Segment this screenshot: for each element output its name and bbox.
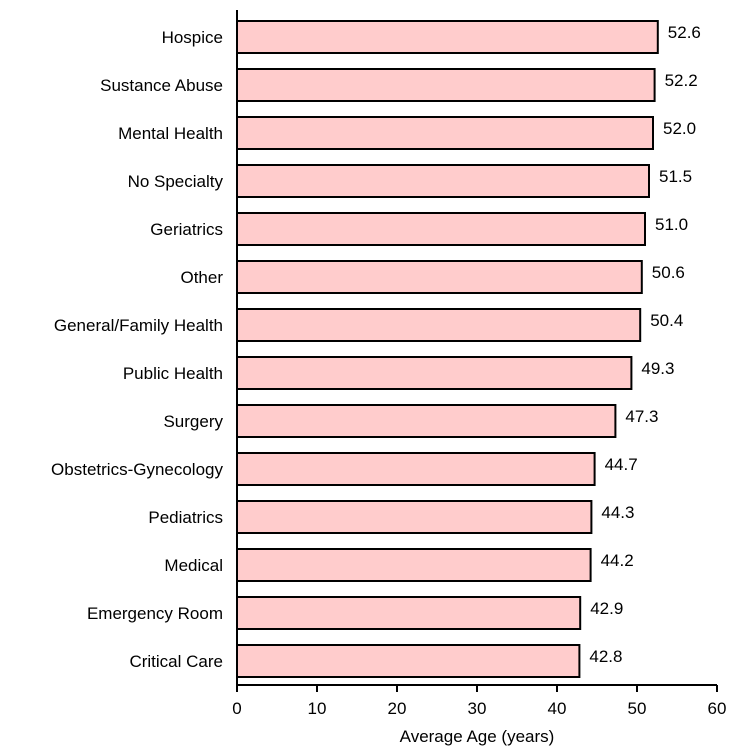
category-label: Hospice [162,28,223,47]
value-label: 49.3 [641,359,674,378]
category-label: Surgery [163,412,223,431]
x-tick-label: 20 [388,699,407,718]
value-label: 50.4 [650,311,683,330]
value-label: 52.0 [663,119,696,138]
bar [236,644,581,678]
value-label: 51.5 [659,167,692,186]
value-label: 47.3 [625,407,658,426]
category-label: Geriatrics [150,220,223,239]
bar [236,20,659,54]
value-label: 44.2 [601,551,634,570]
category-label: Obstetrics-Gynecology [51,460,223,479]
bar [236,260,643,294]
x-tick-label: 30 [468,699,487,718]
category-labels: Hospice Sustance Abuse Mental Health No Spe… [51,28,223,671]
category-label: Mental Health [118,124,223,143]
category-label: No Specialty [128,172,224,191]
category-label: Other [180,268,223,287]
bar [236,500,593,534]
value-label: 52.6 [668,23,701,42]
category-label: Emergency Room [87,604,223,623]
bar [236,548,592,582]
value-label: 42.8 [589,647,622,666]
value-label: 44.3 [601,503,634,522]
bar [236,452,596,486]
category-label: General/Family Health [54,316,223,335]
value-label: 44.7 [605,455,638,474]
category-label: Pediatrics [148,508,223,527]
value-label: 42.9 [590,599,623,618]
bar [236,212,646,246]
x-tick-label: 50 [628,699,647,718]
value-labels: 52.6 52.2 52.0 51.5 51.0 50.6 50.4 49.3 47.3 44.7… [589,23,700,666]
value-label: 52.2 [665,71,698,90]
value-label: 51.0 [655,215,688,234]
bar [236,68,656,102]
x-tick-label: 10 [308,699,327,718]
x-axis-title: Average Age (years) [400,727,555,746]
bars-group [236,20,659,678]
category-label: Medical [164,556,223,575]
bar [236,404,617,438]
bar [236,596,582,630]
bar [236,116,654,150]
x-tick-label: 60 [708,699,727,718]
bar [236,164,650,198]
category-label: Critical Care [129,652,223,671]
category-label: Public Health [123,364,223,383]
x-tick-label: 40 [548,699,567,718]
value-label: 50.6 [652,263,685,282]
x-tick-label: 0 [232,699,241,718]
x-axis-ticks: 0 10 20 30 40 50 60 [232,685,726,718]
category-label: Sustance Abuse [100,76,223,95]
bar [236,356,633,390]
bar [236,308,642,342]
